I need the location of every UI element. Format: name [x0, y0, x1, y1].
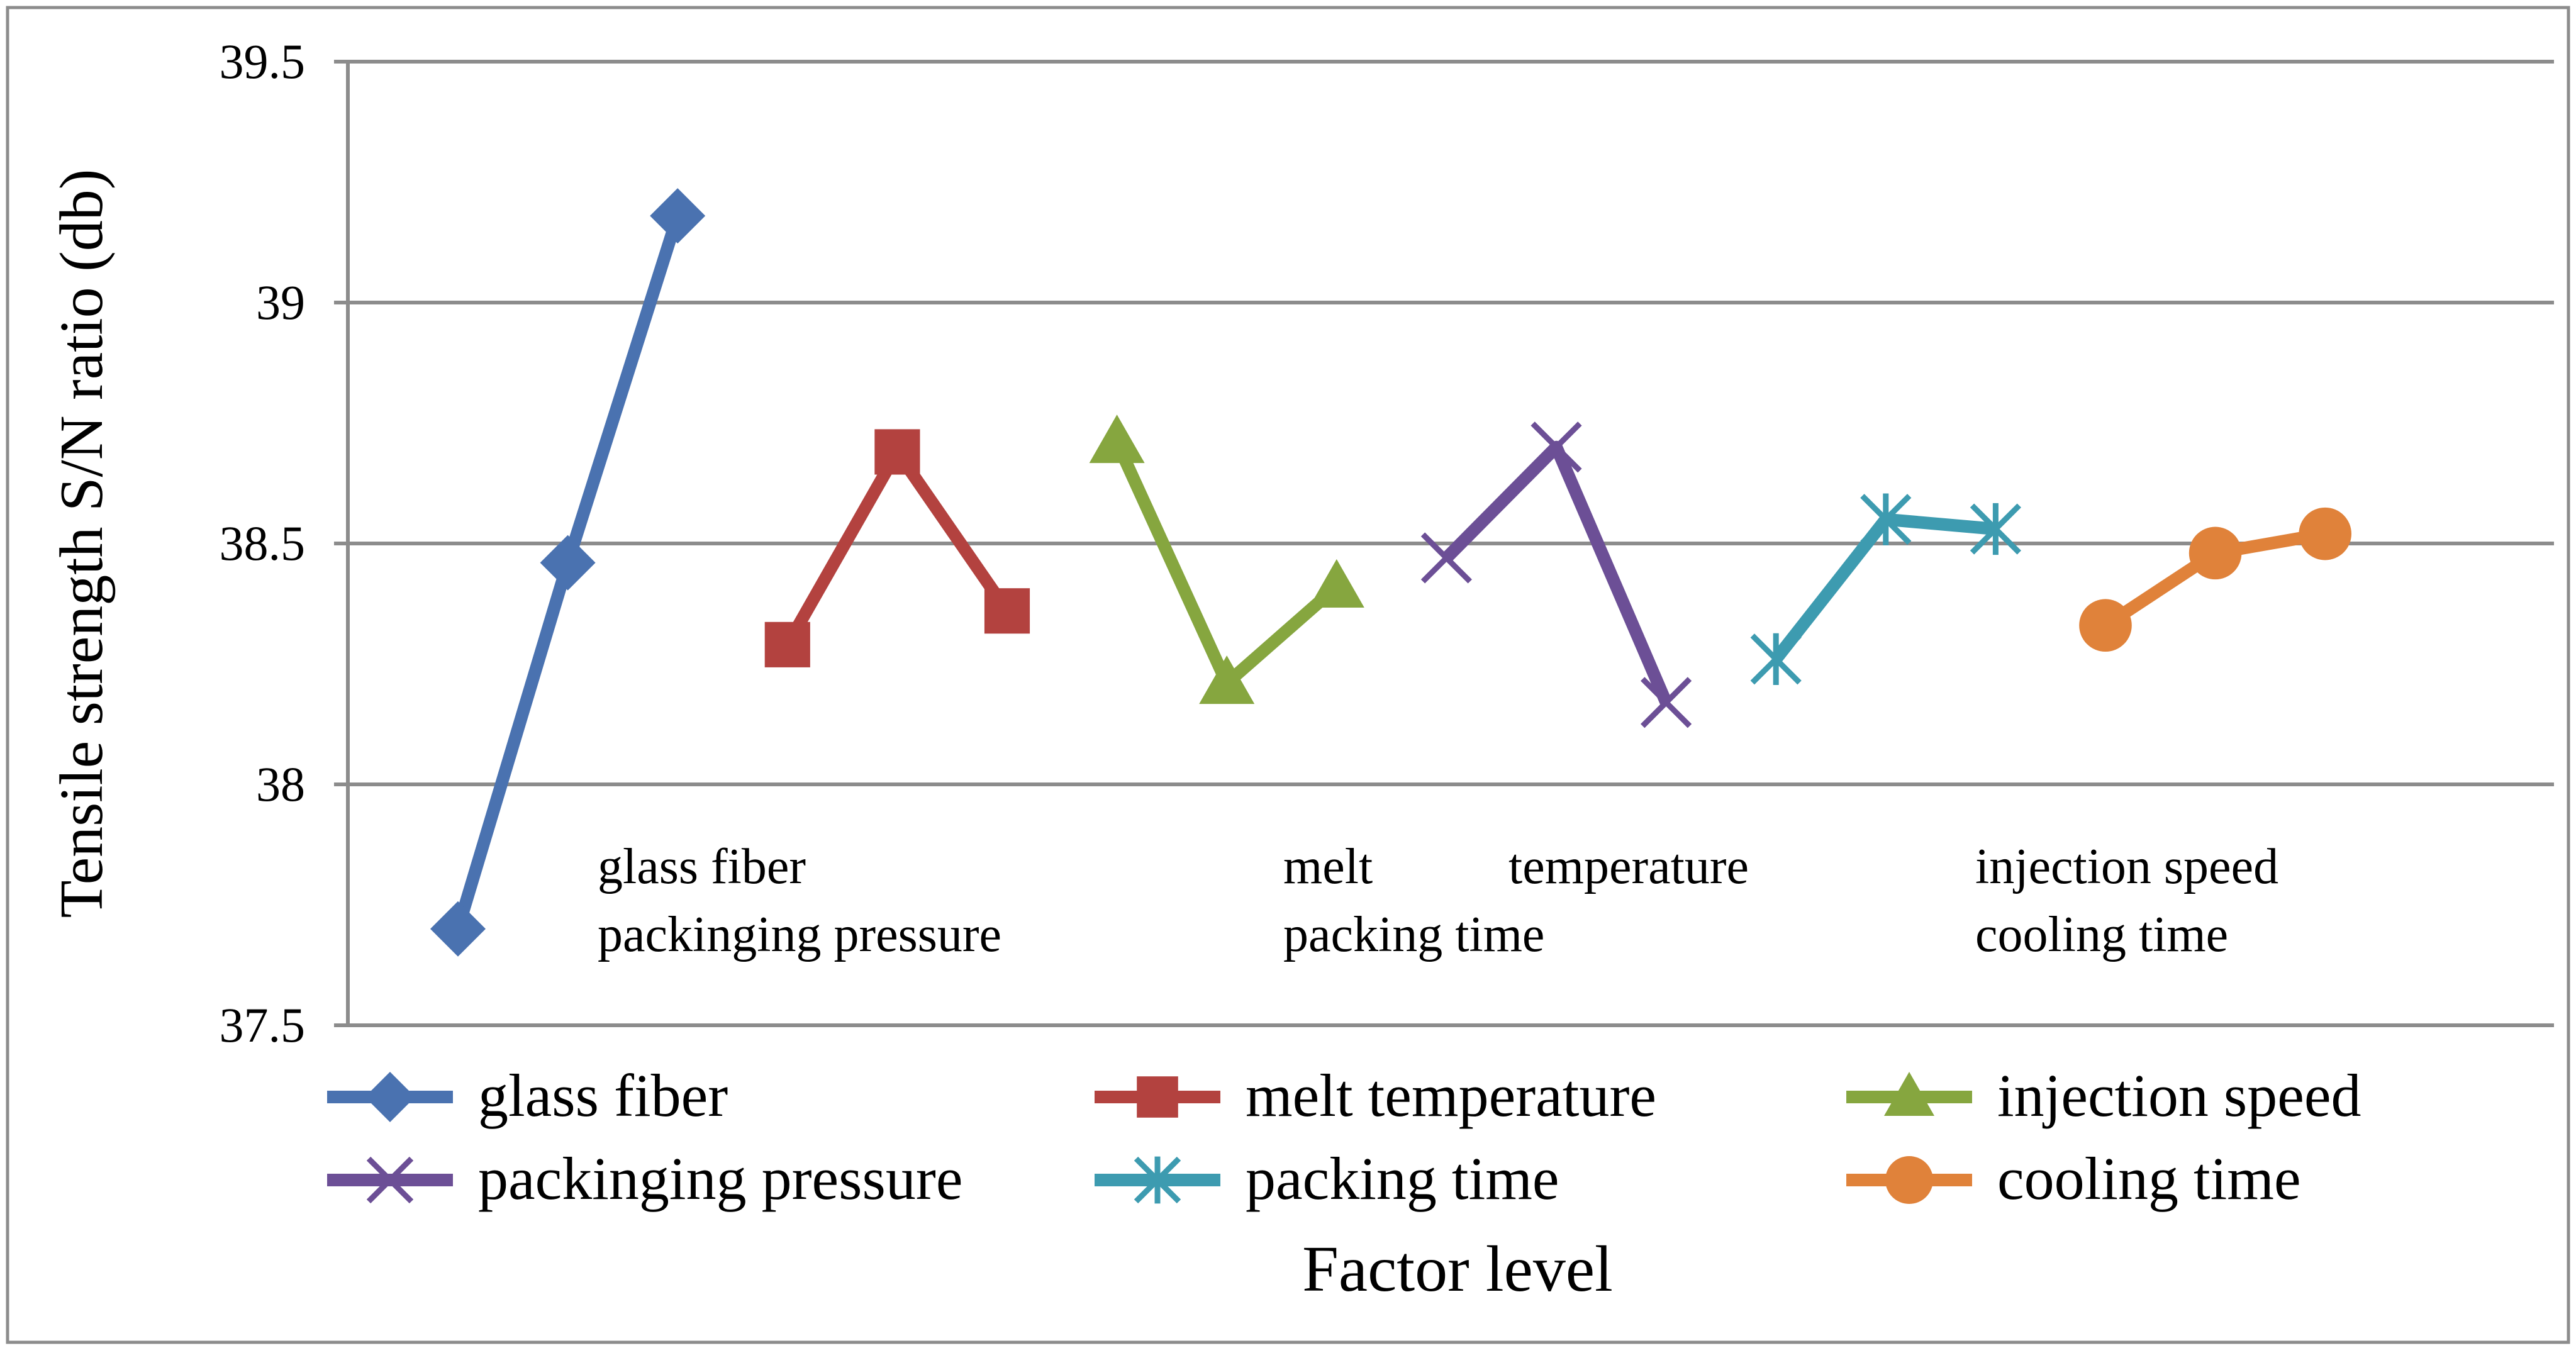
- series-packinging-pressure: [1420, 421, 1692, 728]
- legend-entry: glass fiber: [327, 1062, 728, 1129]
- legend-swatch-marker: [1137, 1076, 1178, 1118]
- legend-swatch-marker: [1134, 1156, 1181, 1204]
- data-point: [874, 429, 920, 475]
- series-glass-fiber: [430, 188, 706, 957]
- data-point: [984, 588, 1030, 634]
- y-tick-label: 39.5: [220, 34, 306, 89]
- legend-entry: packing time: [1095, 1145, 1559, 1212]
- data-point: [430, 901, 486, 957]
- y-tick-label: 37.5: [220, 998, 306, 1052]
- series-melt-temperature: [764, 429, 1030, 667]
- legend-swatch-marker: [1885, 1156, 1933, 1204]
- data-point: [1420, 532, 1472, 584]
- data-point: [1308, 559, 1364, 608]
- data-point: [2299, 507, 2351, 560]
- legend-entry: packinging pressure: [327, 1145, 962, 1212]
- data-point: [540, 535, 596, 591]
- y-tick-label: 38: [256, 757, 305, 811]
- legend-label: glass fiber: [478, 1062, 728, 1129]
- annotation-label: packing time: [1283, 907, 1544, 962]
- data-point: [1860, 493, 1912, 545]
- legend-swatch-marker: [1884, 1072, 1934, 1116]
- data-point: [1750, 633, 1802, 685]
- legend-swatch-marker: [366, 1156, 414, 1204]
- y-tick-label: 39: [256, 275, 305, 330]
- annotation-label: injection speed: [1975, 839, 2278, 894]
- legend-entry: cooling time: [1846, 1145, 2301, 1212]
- annotation-label: temperature: [1508, 839, 1749, 894]
- legend-entry: melt temperature: [1095, 1062, 1656, 1129]
- series-injection-speed: [1089, 415, 1364, 704]
- legend-label: packinging pressure: [478, 1145, 962, 1212]
- chart-border: [6, 6, 2570, 1344]
- data-point: [1641, 677, 1692, 728]
- series-cooling-time: [2079, 507, 2351, 652]
- data-point: [650, 188, 706, 244]
- annotation-label: glass fiber: [598, 839, 806, 894]
- data-point: [2079, 599, 2132, 652]
- y-tick-label: 38.5: [220, 516, 306, 571]
- data-point: [1199, 655, 1255, 704]
- data-point: [1089, 415, 1145, 464]
- legend-label: cooling time: [1997, 1145, 2301, 1212]
- x-axis-label: Factor level: [1302, 1233, 1613, 1305]
- legend-label: packing time: [1246, 1145, 1559, 1212]
- y-axis-label: Tensile strength S/N ratio (db): [48, 169, 116, 918]
- annotation-label: cooling time: [1975, 907, 2228, 962]
- annotation-label: packinging pressure: [598, 907, 1001, 962]
- legend-label: injection speed: [1997, 1062, 2361, 1129]
- data-point: [1970, 503, 2021, 555]
- legend-entry: injection speed: [1846, 1062, 2361, 1129]
- data-point: [1531, 421, 1582, 473]
- series-packing-time: [1750, 493, 2021, 685]
- data-point: [764, 621, 810, 667]
- data-point: [2188, 526, 2242, 580]
- legend-swatch-marker: [365, 1072, 415, 1122]
- legend-label: melt temperature: [1246, 1062, 1656, 1129]
- annotation-label: melt: [1283, 839, 1373, 894]
